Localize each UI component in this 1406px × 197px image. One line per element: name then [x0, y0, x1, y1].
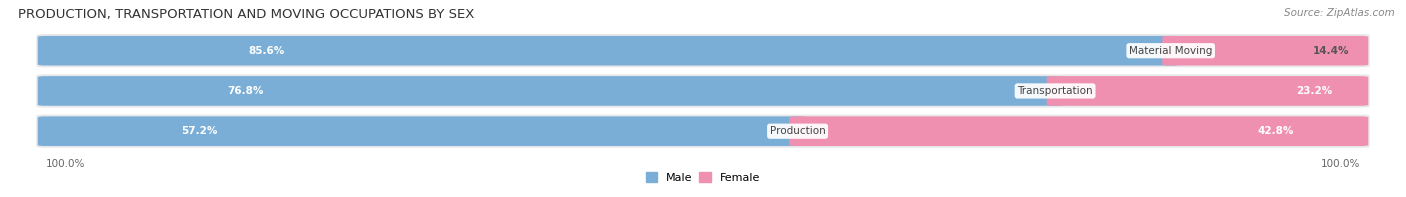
Text: 23.2%: 23.2% [1296, 86, 1333, 96]
FancyBboxPatch shape [1163, 36, 1368, 66]
FancyBboxPatch shape [35, 33, 1371, 69]
Text: Source: ZipAtlas.com: Source: ZipAtlas.com [1284, 8, 1395, 18]
FancyBboxPatch shape [35, 113, 1371, 149]
FancyBboxPatch shape [38, 36, 1180, 66]
Text: 100.0%: 100.0% [46, 159, 86, 169]
Text: PRODUCTION, TRANSPORTATION AND MOVING OCCUPATIONS BY SEX: PRODUCTION, TRANSPORTATION AND MOVING OC… [18, 8, 474, 21]
Text: Transportation: Transportation [1018, 86, 1092, 96]
Text: 76.8%: 76.8% [228, 86, 264, 96]
Text: 42.8%: 42.8% [1257, 126, 1294, 136]
Legend: Male, Female: Male, Female [641, 168, 765, 187]
FancyBboxPatch shape [38, 116, 806, 146]
Text: Material Moving: Material Moving [1129, 46, 1212, 56]
FancyBboxPatch shape [1046, 76, 1368, 106]
Text: 85.6%: 85.6% [249, 46, 285, 56]
FancyBboxPatch shape [789, 116, 1368, 146]
Text: Production: Production [769, 126, 825, 136]
Text: 57.2%: 57.2% [181, 126, 218, 136]
Text: 100.0%: 100.0% [1320, 159, 1360, 169]
FancyBboxPatch shape [38, 76, 1063, 106]
Text: 14.4%: 14.4% [1313, 46, 1350, 56]
FancyBboxPatch shape [35, 73, 1371, 109]
